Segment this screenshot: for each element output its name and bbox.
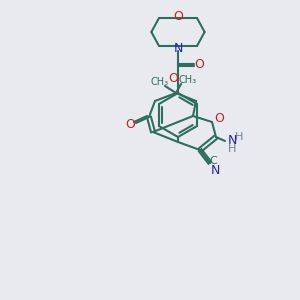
Text: O: O (214, 112, 224, 125)
Text: O: O (194, 58, 204, 70)
Text: CH₃: CH₃ (151, 77, 169, 87)
Text: N: N (173, 41, 183, 55)
Text: O: O (173, 10, 183, 22)
Text: C: C (209, 156, 217, 166)
Text: O: O (168, 71, 178, 85)
Text: H: H (235, 132, 243, 142)
Text: O: O (125, 118, 135, 130)
Text: CH₃: CH₃ (179, 75, 197, 85)
Text: H: H (228, 144, 236, 154)
Text: N: N (227, 134, 237, 146)
Text: N: N (211, 164, 220, 177)
